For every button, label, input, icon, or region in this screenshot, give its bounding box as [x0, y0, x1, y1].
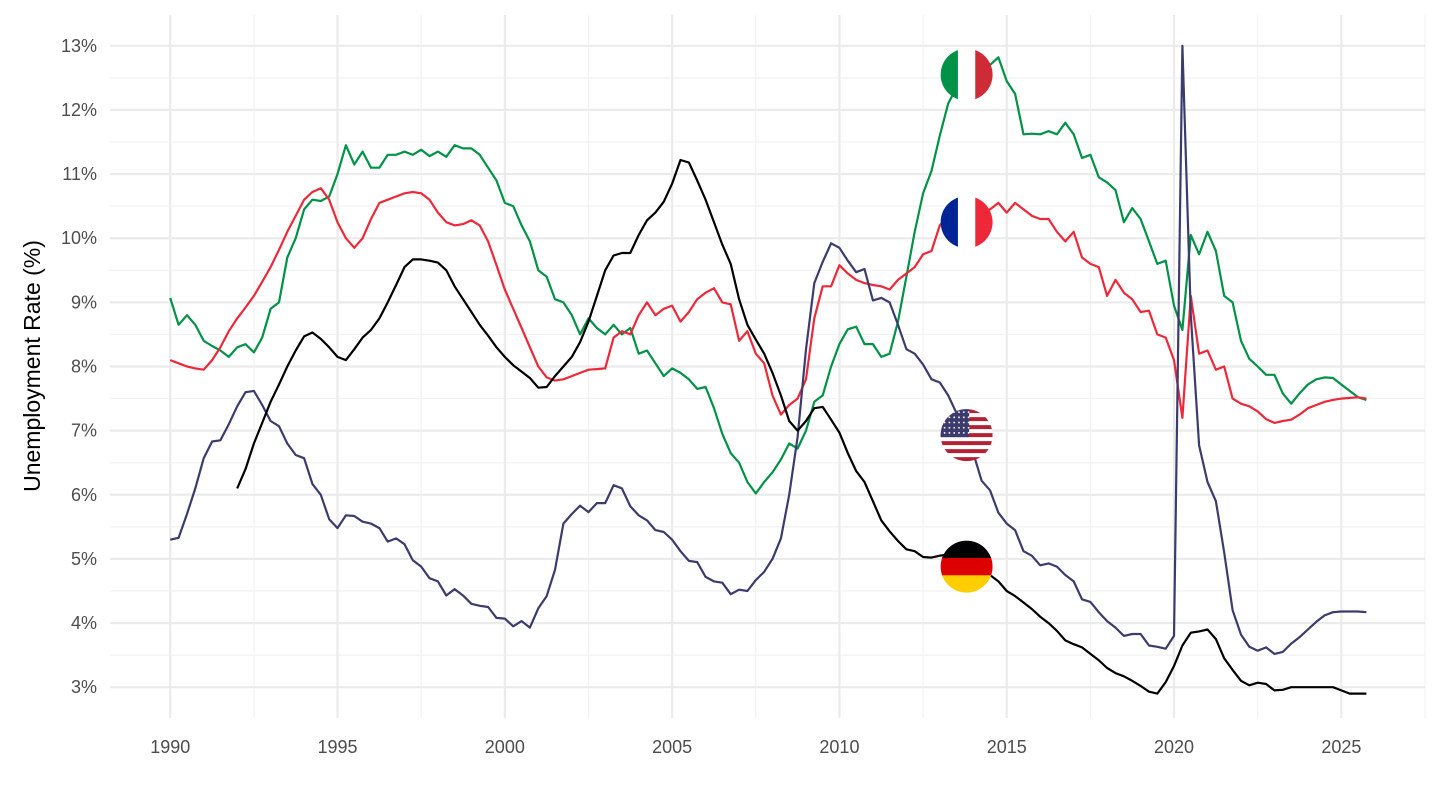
- x-tick-label: 2005: [652, 737, 692, 757]
- x-tick-label: 2020: [1154, 737, 1194, 757]
- y-axis-label: Unemployment Rate (%): [19, 240, 45, 492]
- series-lines: [169, 44, 1367, 695]
- france-flag-icon: [940, 196, 993, 249]
- y-tick-label: 11%: [62, 164, 97, 184]
- x-tick-label: 2015: [987, 737, 1027, 757]
- grid-lines: [110, 15, 1426, 718]
- x-tick-label: 1995: [318, 737, 358, 757]
- y-tick-label: 10%: [61, 228, 97, 248]
- y-tick-label: 8%: [71, 357, 97, 377]
- germany-flag-icon: [940, 540, 993, 593]
- series-line-germany: [236, 158, 1367, 695]
- series-line-italy: [169, 56, 1367, 495]
- x-axis-tick-labels: 1990 1995 2000 2005 2010 2015 2020 2025: [150, 737, 1361, 757]
- y-axis-tick-labels: 3% 4% 5% 6% 7% 8% 9% 10% 11% 12% 13%: [61, 36, 97, 697]
- series-line-united-states: [169, 44, 1367, 656]
- y-tick-label: 5%: [71, 549, 97, 569]
- y-tick-label: 6%: [71, 485, 97, 505]
- x-tick-label: 2025: [1321, 737, 1361, 757]
- x-tick-label: 1990: [150, 737, 190, 757]
- italy-flag-icon: [940, 48, 993, 101]
- y-tick-label: 7%: [71, 421, 97, 441]
- flag-markers: [940, 48, 993, 593]
- y-tick-label: 12%: [61, 100, 97, 120]
- y-tick-label: 13%: [61, 36, 97, 56]
- y-tick-label: 3%: [71, 677, 97, 697]
- series-line-france: [169, 187, 1367, 424]
- x-tick-label: 2000: [485, 737, 525, 757]
- x-tick-label: 2010: [819, 737, 859, 757]
- y-tick-label: 4%: [71, 613, 97, 633]
- usa-flag-icon: [940, 409, 993, 462]
- y-tick-label: 9%: [71, 292, 97, 312]
